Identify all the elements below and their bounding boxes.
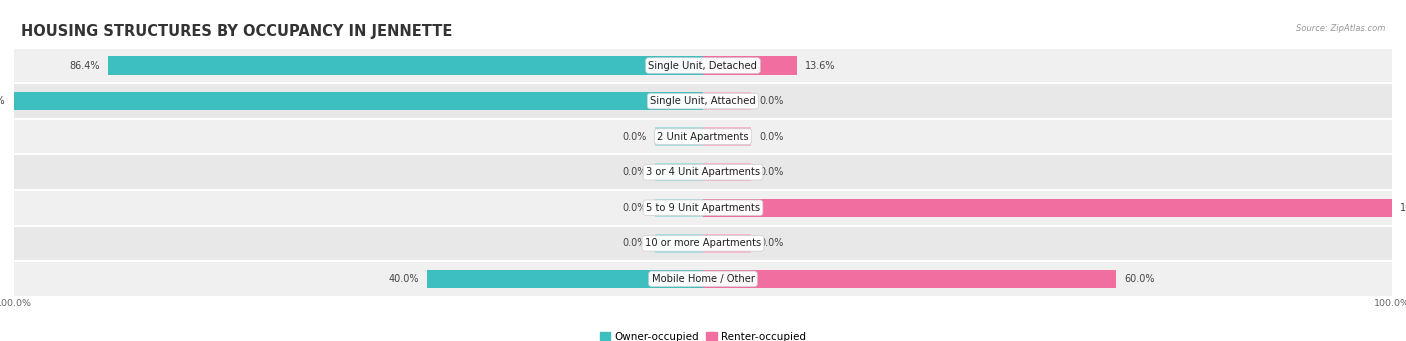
- Text: 10 or more Apartments: 10 or more Apartments: [645, 238, 761, 248]
- Bar: [703, 270, 1116, 288]
- Text: 60.0%: 60.0%: [1125, 274, 1156, 284]
- Text: 0.0%: 0.0%: [759, 132, 785, 142]
- Bar: [703, 163, 751, 181]
- Bar: [703, 198, 1392, 217]
- Bar: [703, 128, 751, 146]
- Bar: [703, 56, 797, 75]
- Bar: [14, 190, 1392, 225]
- Bar: [655, 198, 703, 217]
- Bar: [427, 270, 703, 288]
- Text: 0.0%: 0.0%: [759, 238, 785, 248]
- Bar: [14, 225, 1392, 261]
- Text: 0.0%: 0.0%: [621, 167, 647, 177]
- Bar: [14, 48, 1392, 83]
- Text: Mobile Home / Other: Mobile Home / Other: [651, 274, 755, 284]
- Text: 5 to 9 Unit Apartments: 5 to 9 Unit Apartments: [645, 203, 761, 213]
- Bar: [14, 261, 1392, 297]
- Bar: [703, 234, 751, 253]
- Bar: [14, 119, 1392, 154]
- Text: 0.0%: 0.0%: [759, 167, 785, 177]
- Bar: [703, 92, 751, 110]
- Text: 3 or 4 Unit Apartments: 3 or 4 Unit Apartments: [645, 167, 761, 177]
- Text: 40.0%: 40.0%: [388, 274, 419, 284]
- Bar: [108, 56, 703, 75]
- Legend: Owner-occupied, Renter-occupied: Owner-occupied, Renter-occupied: [596, 328, 810, 341]
- Text: 0.0%: 0.0%: [621, 203, 647, 213]
- Text: Source: ZipAtlas.com: Source: ZipAtlas.com: [1295, 24, 1385, 33]
- Bar: [655, 163, 703, 181]
- Bar: [655, 234, 703, 253]
- Text: 0.0%: 0.0%: [621, 132, 647, 142]
- Bar: [655, 128, 703, 146]
- Text: Single Unit, Attached: Single Unit, Attached: [650, 96, 756, 106]
- Text: HOUSING STRUCTURES BY OCCUPANCY IN JENNETTE: HOUSING STRUCTURES BY OCCUPANCY IN JENNE…: [21, 24, 453, 39]
- Text: 100.0%: 100.0%: [0, 96, 6, 106]
- Text: 13.6%: 13.6%: [806, 60, 835, 71]
- Text: 100.0%: 100.0%: [1400, 203, 1406, 213]
- Text: Single Unit, Detached: Single Unit, Detached: [648, 60, 758, 71]
- Bar: [14, 154, 1392, 190]
- Bar: [14, 83, 1392, 119]
- Text: 0.0%: 0.0%: [759, 96, 785, 106]
- Text: 2 Unit Apartments: 2 Unit Apartments: [657, 132, 749, 142]
- Bar: [14, 92, 703, 110]
- Text: 86.4%: 86.4%: [69, 60, 100, 71]
- Text: 0.0%: 0.0%: [621, 238, 647, 248]
